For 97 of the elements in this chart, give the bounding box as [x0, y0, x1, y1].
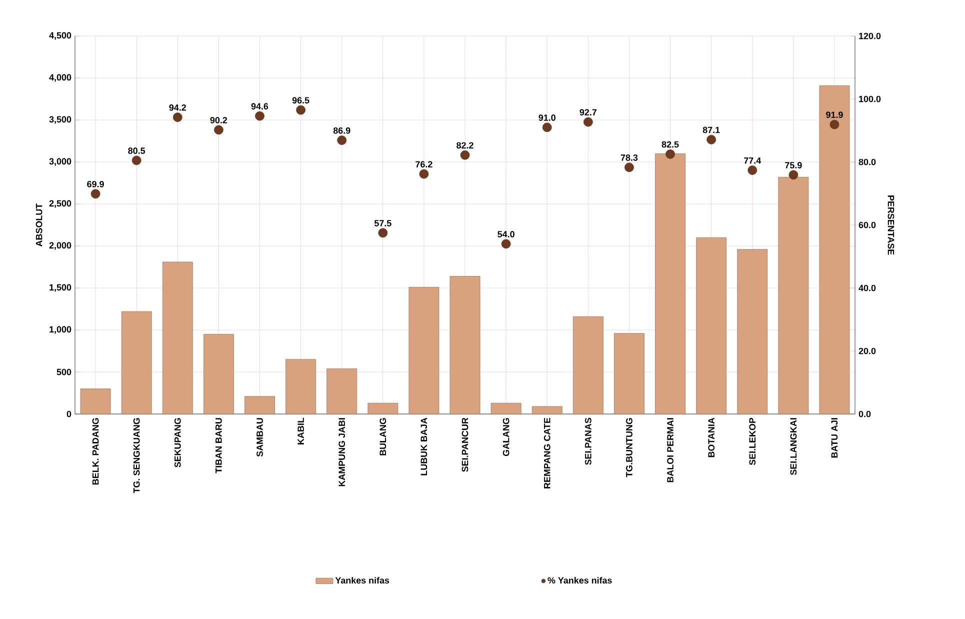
data-label: 75.9 — [785, 162, 802, 168]
bar — [286, 359, 316, 414]
bar — [80, 388, 111, 414]
point — [788, 170, 798, 180]
point — [419, 169, 429, 179]
y-tick-label: 2,500 — [49, 200, 72, 208]
y2-tick-label: 20.0 — [858, 348, 876, 354]
bar — [737, 249, 768, 414]
point — [542, 122, 552, 132]
data-label: 77.4 — [744, 157, 762, 164]
point — [132, 156, 142, 166]
point — [255, 111, 264, 121]
y2-tick-label: 60.0 — [858, 222, 876, 228]
y-tick-label: 1,000 — [50, 326, 72, 334]
data-label: 82.5 — [662, 141, 679, 148]
x-tick-label: LUBUK BAJA — [420, 418, 428, 476]
data-label: 87.1 — [702, 126, 720, 134]
legend-label: % Yankes nifas — [548, 576, 612, 584]
x-tick-label: TG. SENGKUANG — [133, 418, 140, 494]
x-tick-label: SEI.PANCUR — [462, 418, 468, 472]
bar — [778, 176, 809, 414]
bar — [450, 276, 480, 414]
x-tick-label: BATU AJI — [831, 418, 838, 458]
y2-tick-label: 120.0 — [859, 32, 881, 40]
bar — [408, 286, 440, 414]
bar — [326, 368, 358, 414]
data-label: 82.2 — [456, 142, 474, 149]
x-tick-label: BELK. PADANG — [92, 418, 99, 485]
data-label: 94.2 — [169, 104, 186, 111]
point — [624, 162, 634, 172]
data-label: 86.9 — [333, 127, 350, 134]
x-tick-label: SEI.LEKOP — [749, 418, 756, 466]
data-label: 54.0 — [498, 231, 514, 238]
bar — [121, 311, 152, 414]
y-axis-title: ABSOLUT — [36, 203, 42, 246]
bar — [162, 262, 193, 414]
data-label: 76.2 — [416, 161, 432, 168]
y-tick-label: 500 — [56, 368, 72, 376]
x-tick-label: SEKUPANG — [174, 418, 181, 468]
data-label: 96.5 — [292, 97, 310, 104]
x-tick-label: BALOI PERMAI — [667, 418, 674, 482]
point — [583, 117, 593, 127]
point — [214, 125, 224, 135]
y2-tick-label: 0.0 — [858, 410, 871, 418]
point — [706, 134, 716, 144]
data-label: 94.6 — [251, 103, 268, 110]
x-tick-label: SEI.PANAS — [584, 418, 592, 465]
bar — [532, 406, 562, 414]
data-label: 69.9 — [87, 180, 104, 188]
point — [666, 149, 675, 159]
bar — [572, 316, 604, 414]
point — [172, 112, 182, 122]
bar — [655, 153, 686, 414]
y-tick-label: 3,500 — [49, 116, 72, 124]
point — [501, 239, 511, 249]
point — [90, 189, 100, 199]
x-tick-label: SEI.LANGKAI — [790, 418, 797, 476]
data-label: 92.7 — [580, 109, 596, 116]
y2-tick-label: 40.0 — [858, 284, 876, 292]
x-tick-label: BOTANIA — [708, 418, 715, 458]
x-tick-label: TIBAN BARU — [216, 418, 222, 474]
x-tick-label: KAMPUNG JABI — [338, 418, 346, 486]
data-label: 57.5 — [374, 220, 392, 226]
point — [378, 228, 388, 238]
point — [748, 165, 758, 175]
y-tick-label: 1,500 — [50, 284, 72, 292]
y2-tick-label: 80.0 — [858, 158, 876, 166]
point — [337, 136, 347, 145]
bar — [490, 402, 522, 414]
point — [460, 150, 470, 160]
bar — [696, 237, 727, 414]
x-tick-label: BULANG — [380, 418, 386, 456]
data-label: 80.5 — [128, 148, 146, 154]
x-tick-label: SAMBAU — [256, 418, 263, 457]
data-label: 90.2 — [210, 116, 228, 124]
y-tick-label: 2,000 — [49, 242, 72, 250]
bar — [203, 334, 234, 414]
bar — [614, 333, 644, 414]
x-tick-label: TG.BUNTUNG — [626, 418, 632, 478]
y2-axis-title: PERSENTASE — [888, 196, 894, 255]
bar — [244, 396, 275, 414]
y-tick-label: 3,000 — [49, 158, 72, 166]
data-label: 91.0 — [538, 114, 556, 121]
y-tick-label: 0 — [66, 410, 72, 418]
y-tick-label: 4,000 — [49, 74, 72, 82]
bar — [819, 85, 850, 414]
legend-label: Yankes nifas — [335, 576, 390, 584]
x-tick-label: KABIL — [298, 418, 304, 444]
bar — [368, 402, 398, 414]
y-tick-label: 4,500 — [49, 32, 72, 40]
data-label: 78.3 — [620, 154, 638, 161]
data-label: 91.9 — [826, 112, 843, 118]
y2-tick-label: 100.0 — [859, 96, 881, 102]
x-tick-label: GALANG — [502, 418, 510, 456]
point — [296, 105, 306, 115]
point — [830, 120, 840, 130]
x-tick-label: REMPANG CATE — [544, 418, 550, 488]
